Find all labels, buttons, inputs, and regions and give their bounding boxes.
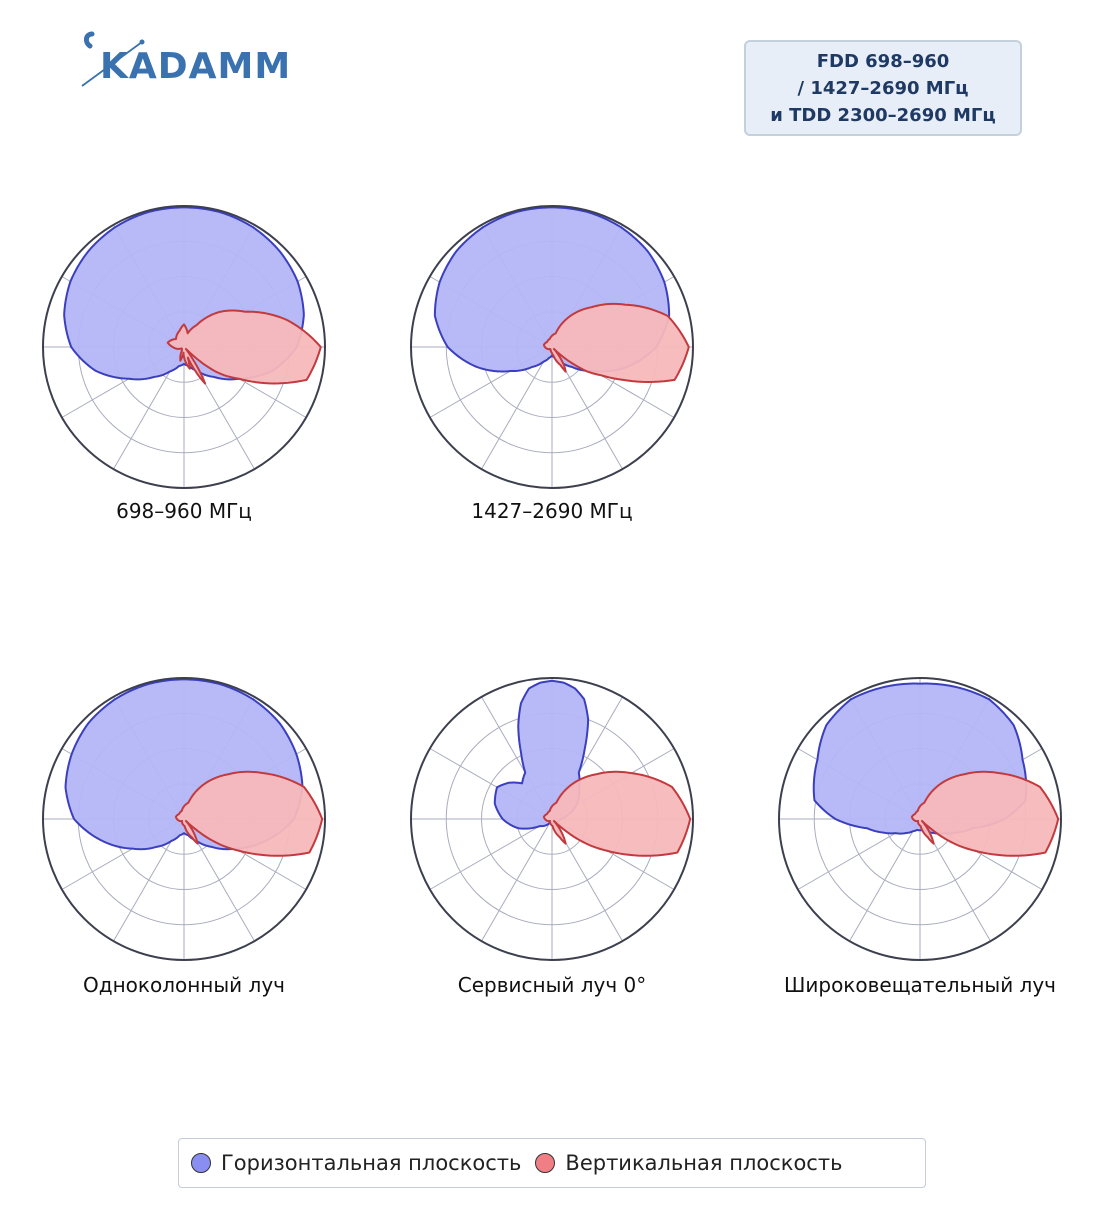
vertical-pattern: [166, 309, 322, 385]
polar-chart-698-960: [41, 204, 327, 490]
outer-ring: [778, 677, 1062, 961]
polar-chart-svg: [410, 677, 694, 961]
grid-spoke: [429, 818, 553, 890]
outer-ring: [42, 677, 326, 961]
polar-chart-1427-2690: [409, 204, 695, 490]
band-info-line-3: и TDD 2300–2690 МГц: [770, 104, 996, 126]
outer-ring: [410, 205, 694, 489]
polar-chart-single-column-beam: [41, 676, 327, 962]
grid-spoke: [481, 346, 553, 470]
chart-title: 698–960 МГц: [116, 499, 252, 523]
chart-title: Одноколонный луч: [83, 973, 285, 997]
chart-title: Сервисный луч 0°: [457, 973, 647, 997]
grid-spoke: [481, 818, 553, 942]
legend-label-horizontal: Горизонтальная плоскость: [221, 1151, 522, 1175]
band-info-line-1: FDD 698–960: [816, 50, 950, 72]
polar-chart-svg: [42, 205, 326, 489]
legend-swatch-vertical: [535, 1153, 556, 1173]
vertical-pattern: [542, 302, 690, 383]
chart-title: Широковещательный луч: [783, 973, 1056, 997]
vertical-pattern: [542, 770, 692, 857]
grid-spoke: [849, 818, 921, 942]
logo-text: KADAMM: [100, 46, 292, 87]
band-info-line-2: / 1427–2690 МГц: [797, 77, 969, 99]
polar-chart-svg: [42, 677, 326, 961]
vertical-pattern: [910, 770, 1060, 857]
polar-chart-svg: [778, 677, 1062, 961]
legend-label-vertical: Вертикальная плоскость: [565, 1151, 843, 1175]
polar-chart-broadcast-beam: [777, 676, 1063, 962]
polar-chart-service-beam: [409, 676, 695, 962]
chart-title: 1427–2690 МГц: [471, 499, 633, 523]
legend: Горизонтальная плоскость Вертикальная пл…: [178, 1138, 926, 1188]
legend-item-horizontal: Горизонтальная плоскость: [191, 1151, 521, 1175]
logo: KADAMM: [78, 24, 298, 94]
logo-swoosh-icon: [81, 31, 145, 87]
legend-item-vertical: Вертикальная плоскость: [535, 1151, 842, 1175]
vertical-pattern: [174, 770, 324, 857]
polar-chart-svg: [410, 205, 694, 489]
outer-ring: [410, 677, 694, 961]
legend-swatch-horizontal: [191, 1153, 211, 1173]
band-info-box: FDD 698–960 / 1427–2690 МГц и TDD 2300–2…: [744, 40, 1022, 136]
outer-ring: [42, 205, 326, 489]
